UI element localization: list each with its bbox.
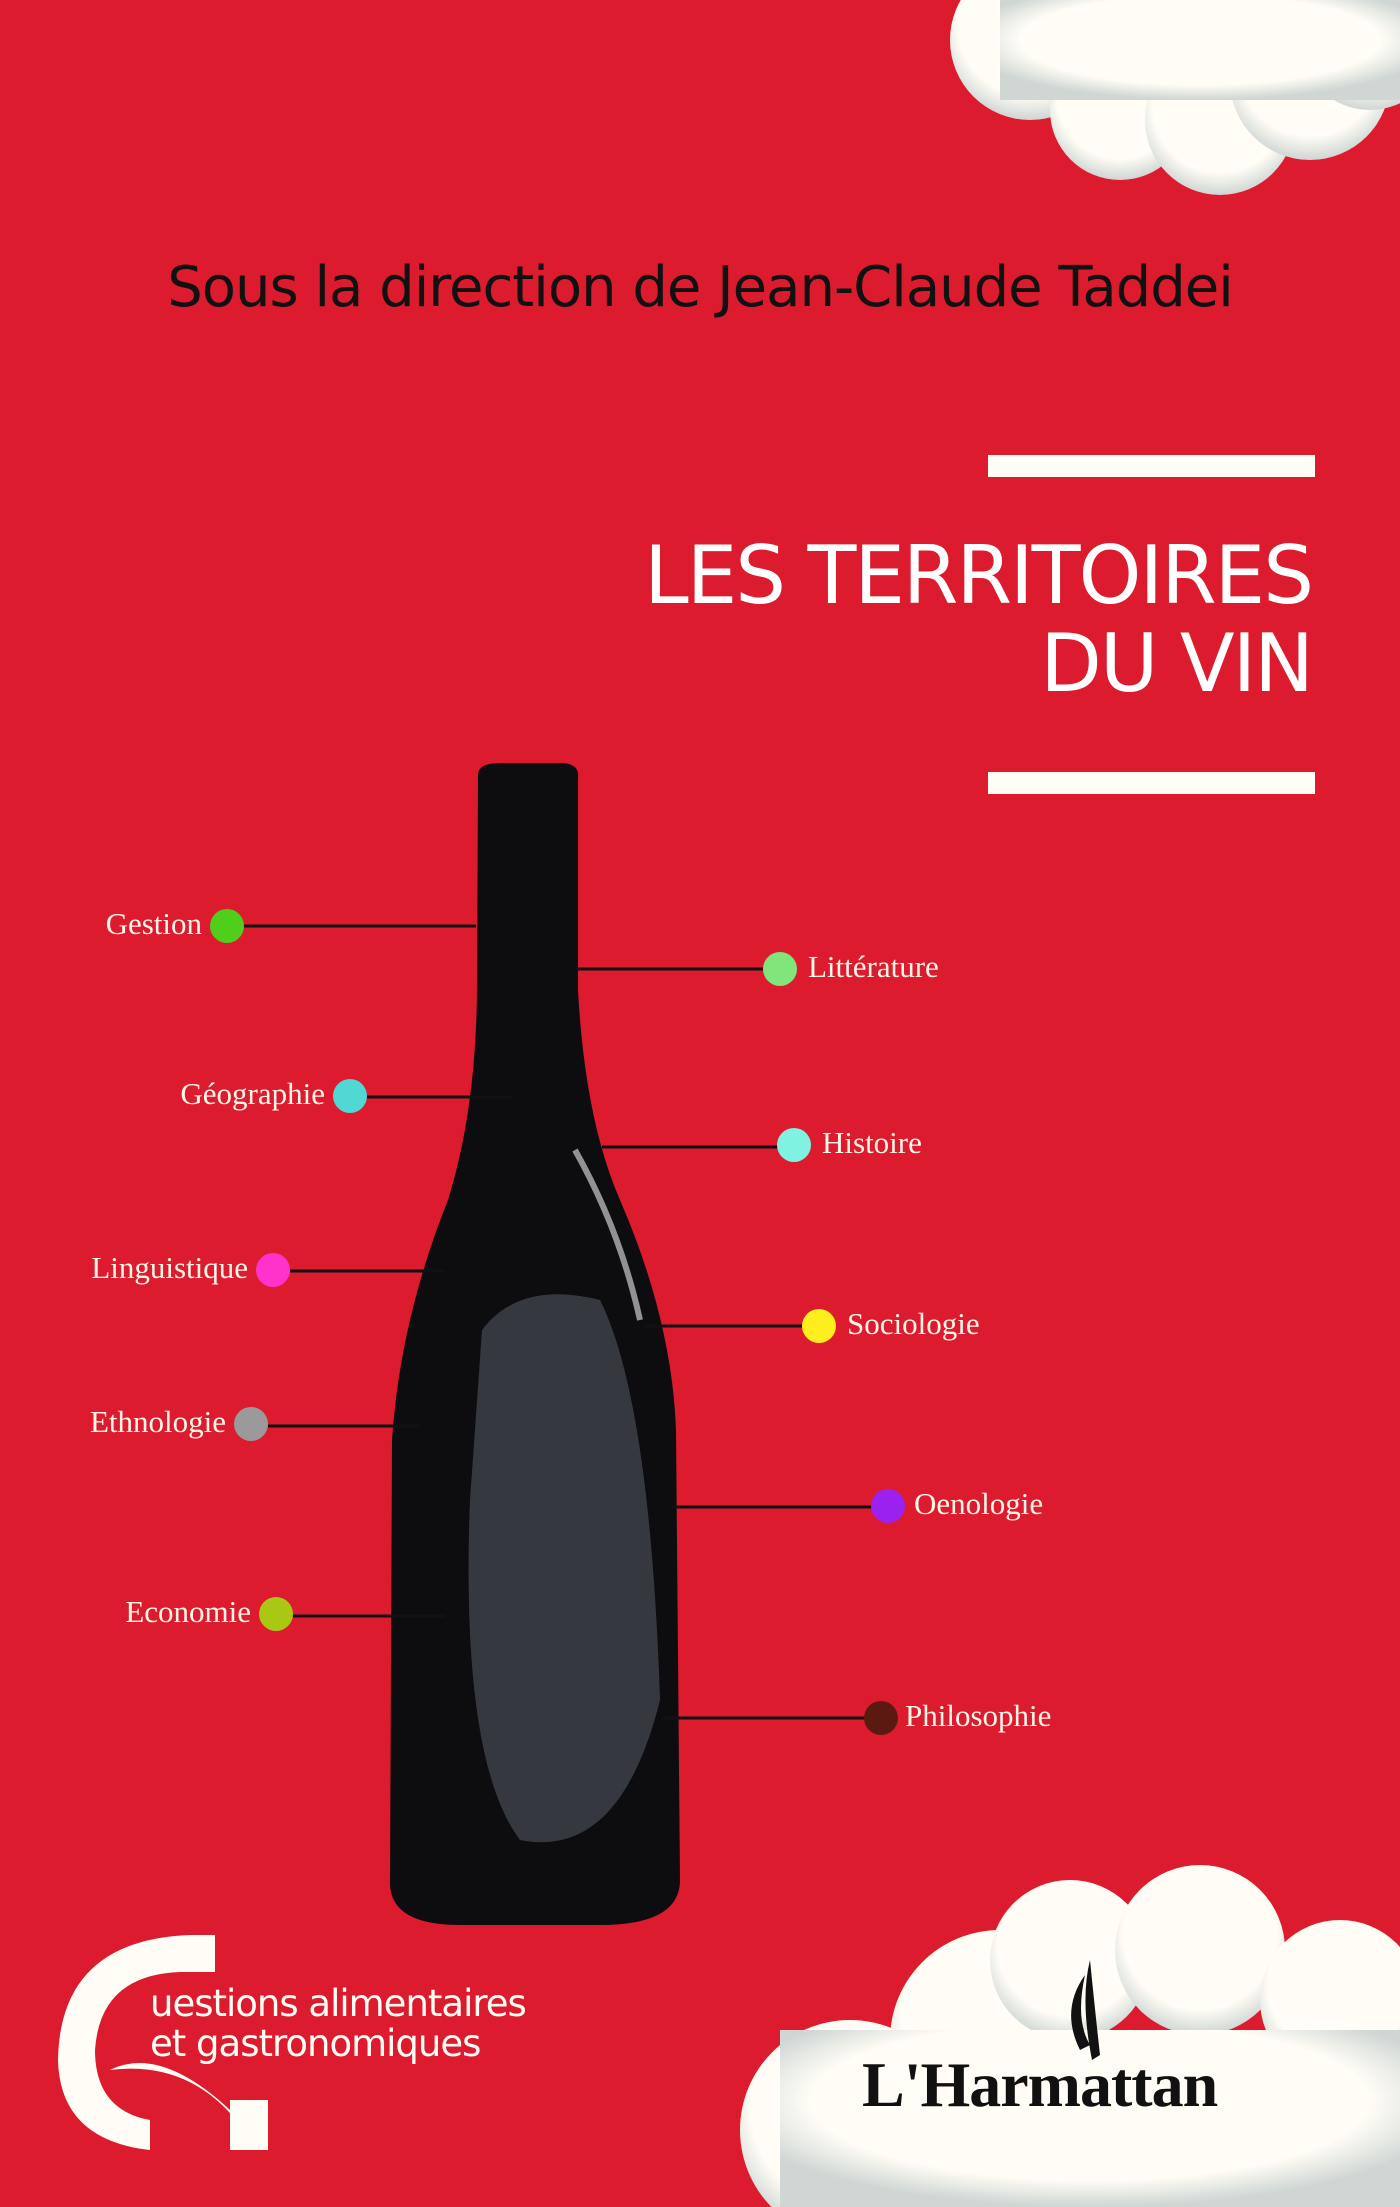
label-philosophie: Philosophie [905, 1698, 1052, 1733]
philosophie-dot-icon [864, 1701, 898, 1735]
book-title: LES TERRITOIRES DU VIN [644, 529, 1314, 710]
label-litterature: Littérature [808, 949, 939, 984]
series-name: uestions alimentaires et gastronomiques [150, 1982, 527, 2065]
label-ethnologie: Ethnologie [89, 1404, 226, 1439]
label-histoire: Histoire [822, 1125, 922, 1160]
series-line-1: uestions alimentaires [150, 1982, 527, 2025]
label-geographie: Géographie [180, 1076, 325, 1111]
label-gestion: Gestion [105, 906, 202, 941]
litterature-dot-icon [763, 952, 797, 986]
title-line-1: LES TERRITOIRES [644, 529, 1314, 622]
label-sociologie: Sociologie [847, 1306, 980, 1341]
harmattan-feather-icon [1071, 1960, 1100, 2060]
gestion-dot-icon [210, 909, 244, 943]
title-line-2: DU VIN [1040, 617, 1314, 710]
economie-dot-icon [259, 1597, 293, 1631]
ethnologie-dot-icon [234, 1407, 268, 1441]
label-economie: Economie [125, 1594, 251, 1629]
linguistique-dot-icon [256, 1253, 290, 1287]
title-bar-top [988, 455, 1315, 477]
oenologie-dot-icon [871, 1489, 905, 1523]
cloud-bottom-right [740, 1865, 1400, 2207]
cloud-top-right [950, 0, 1400, 195]
editor-credit: Sous la direction de Jean-Claude Taddei [167, 255, 1234, 320]
series-logo-q [58, 1935, 268, 2150]
geographie-dot-icon [333, 1079, 367, 1113]
title-bar-bottom [988, 772, 1315, 794]
publisher-logo: L'Harmattan [862, 2049, 1218, 2120]
connector-lines [244, 924, 888, 1720]
series-line-2: et gastronomiques [150, 2022, 481, 2065]
histoire-dot-icon [777, 1128, 811, 1162]
wine-bottle-image [389, 763, 680, 1925]
label-oenologie: Oenologie [914, 1486, 1044, 1521]
sociologie-dot-icon [802, 1309, 836, 1343]
label-linguistique: Linguistique [91, 1250, 248, 1285]
